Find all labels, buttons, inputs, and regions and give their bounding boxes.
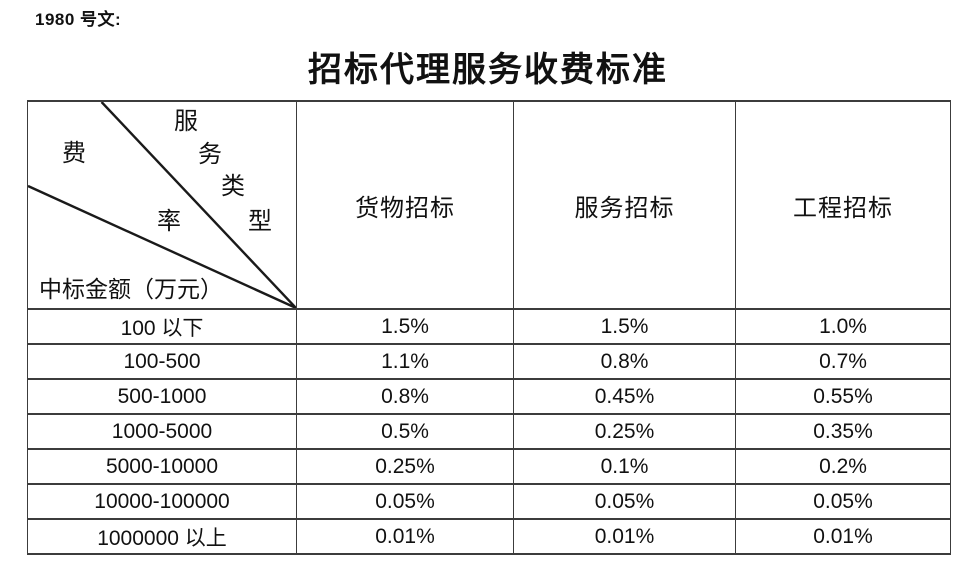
fee-value-cell: 0.05%	[735, 483, 951, 520]
fee-value-cell: 0.7%	[735, 343, 951, 380]
column-header-goods-bidding: 货物招标	[296, 100, 514, 310]
header-row: 服 务 类 型 费 率 中标金额（万元） 货物招标 服务招标 工程招标	[27, 100, 951, 310]
fee-value-cell: 0.25%	[296, 448, 514, 485]
table-row: 100 以下 1.5% 1.5% 1.0%	[27, 308, 951, 345]
fee-value-cell: 0.5%	[296, 413, 514, 450]
table-row: 1000-5000 0.5% 0.25% 0.35%	[27, 413, 951, 450]
fee-value-cell: 1.5%	[513, 308, 736, 345]
table-row: 500-1000 0.8% 0.45% 0.55%	[27, 378, 951, 415]
table-row: 100-500 1.1% 0.8% 0.7%	[27, 343, 951, 380]
fee-value-cell: 1.1%	[296, 343, 514, 380]
diagonal-lines-graphic	[28, 102, 296, 308]
corner-label-service-type-char-2: 务	[198, 142, 222, 168]
row-range-label: 5000-10000	[27, 448, 297, 485]
fee-value-cell: 1.0%	[735, 308, 951, 345]
row-range-label: 1000-5000	[27, 413, 297, 450]
fee-value-cell: 0.35%	[735, 413, 951, 450]
corner-label-service-type-char-3: 类	[221, 174, 245, 200]
fee-value-cell: 0.8%	[513, 343, 736, 380]
fee-value-cell: 0.8%	[296, 378, 514, 415]
row-range-label: 10000-100000	[27, 483, 297, 520]
table-row: 10000-100000 0.05% 0.05% 0.05%	[27, 483, 951, 520]
fee-value-cell: 1.5%	[296, 308, 514, 345]
table-row: 1000000 以上 0.01% 0.01% 0.01%	[27, 518, 951, 555]
diagonal-line-lower	[28, 184, 296, 308]
row-range-label: 100 以下	[27, 308, 297, 345]
table-row: 5000-10000 0.25% 0.1% 0.2%	[27, 448, 951, 485]
corner-label-fee-rate-char-1: 费	[62, 141, 86, 167]
fee-value-cell: 0.25%	[513, 413, 736, 450]
column-header-project-bidding: 工程招标	[735, 100, 951, 310]
fee-value-cell: 0.05%	[296, 483, 514, 520]
fee-value-cell: 0.45%	[513, 378, 736, 415]
fee-value-cell: 0.01%	[735, 518, 951, 555]
fee-value-cell: 0.55%	[735, 378, 951, 415]
corner-cell-inner: 服 务 类 型 费 率 中标金额（万元）	[28, 102, 296, 308]
row-range-label: 100-500	[27, 343, 297, 380]
diagonal-corner-cell: 服 务 类 型 费 率 中标金额（万元）	[27, 100, 297, 310]
fee-standard-table: 服 务 类 型 费 率 中标金额（万元） 货物招标 服务招标 工程招标 100 …	[27, 100, 951, 555]
column-header-service-bidding: 服务招标	[513, 100, 736, 310]
fee-value-cell: 0.01%	[513, 518, 736, 555]
document-ref-number: 1980 号文:	[35, 10, 122, 29]
corner-label-service-type-char-1: 服	[174, 109, 198, 135]
corner-label-service-type-char-4: 型	[248, 209, 272, 235]
fee-value-cell: 0.2%	[735, 448, 951, 485]
page-title: 招标代理服务收费标准	[308, 52, 668, 89]
fee-value-cell: 0.05%	[513, 483, 736, 520]
corner-label-bid-amount: 中标金额（万元）	[39, 277, 223, 302]
diagonal-line-upper	[100, 102, 296, 308]
fee-value-cell: 0.1%	[513, 448, 736, 485]
corner-label-fee-rate-char-2: 率	[157, 209, 181, 235]
row-range-label: 500-1000	[27, 378, 297, 415]
fee-value-cell: 0.01%	[296, 518, 514, 555]
row-range-label: 1000000 以上	[27, 518, 297, 555]
